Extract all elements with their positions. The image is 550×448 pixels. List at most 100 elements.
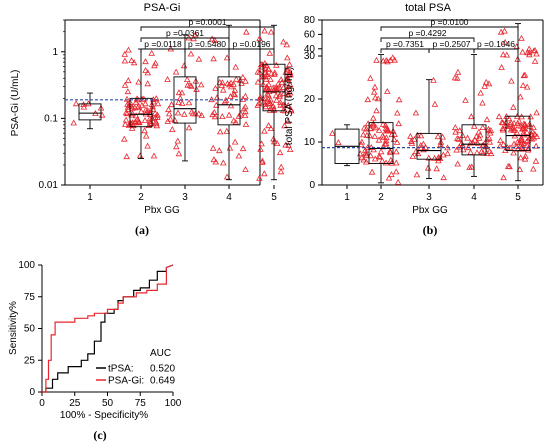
data-point [386,147,394,154]
data-point [430,76,437,83]
panel-a-title: PSA-Gi [144,2,181,14]
data-point [136,118,143,125]
data-point [135,102,142,109]
data-point [280,89,288,96]
data-point [198,111,205,118]
data-point [181,110,188,117]
data-point [360,131,367,138]
data-point [128,57,135,63]
data-point [393,138,401,145]
data-point [175,89,183,96]
panel-a-xtick-label: 1 [87,192,93,203]
data-point [284,54,291,61]
data-point [454,68,462,75]
data-point [256,174,263,181]
legend-series-name: tPSA: [108,364,134,375]
data-point [452,124,459,130]
data-point [122,116,130,123]
panel-a-tag: (a) [135,223,149,237]
data-point [382,121,389,128]
data-point [467,139,474,146]
data-point [216,128,224,135]
data-point [459,132,466,139]
data-point [235,152,243,159]
data-point [390,136,398,142]
data-point [420,140,427,147]
data-point [510,103,517,110]
data-point [257,145,264,152]
data-point [239,95,247,102]
data-point [471,136,479,143]
data-point [412,109,420,116]
data-point [367,74,374,81]
data-point [407,132,414,139]
data-point [138,101,146,108]
data-point [358,154,366,161]
data-point [149,103,156,110]
box-iqr [262,63,286,112]
data-point [479,99,486,106]
data-point [195,55,203,62]
data-point [219,113,226,119]
data-point [514,138,521,145]
data-point [254,78,262,85]
data-point [227,102,235,109]
data-point [370,122,377,129]
data-point [230,90,238,97]
data-point [370,88,378,95]
data-point [455,143,463,150]
panel-c-ytick-label: 50 [24,324,36,335]
data-point [510,149,517,156]
data-point [284,76,292,82]
data-point [517,93,524,100]
data-point [523,129,531,135]
data-point [195,110,203,117]
data-point [431,154,438,161]
data-point [287,106,295,113]
data-point [165,106,172,112]
data-point [383,57,390,63]
data-point [266,49,274,56]
data-point [146,115,154,122]
data-point [173,143,180,150]
data-point [522,152,529,159]
comparison-bracket [380,26,519,31]
data-point [230,117,237,124]
roc-line-tpsa [42,264,174,393]
data-point [239,145,247,152]
data-point [212,84,219,91]
data-point [124,88,132,95]
data-point [216,147,223,154]
data-point [440,151,447,158]
box-iqr [368,122,394,164]
data-point [424,164,432,171]
panel-a-xtick-label: 2 [138,192,144,203]
data-point [223,173,231,180]
box-iqr [505,115,531,152]
data-point [185,99,193,106]
data-point [276,93,283,100]
data-point [267,76,274,82]
data-point [168,101,175,108]
data-point [286,81,294,88]
data-point [504,162,512,169]
data-point [329,129,336,136]
data-point [164,75,171,82]
panel-c-xtick-label: 75 [135,398,147,409]
data-point [211,36,218,43]
data-point [409,152,417,159]
panel-a-ytick-label: 1 [52,47,58,58]
panel-b-xtick-label: 5 [515,192,521,203]
data-point [363,131,371,138]
data-point [219,86,227,93]
data-point [232,63,239,70]
panel-a-xtick-label: 3 [182,192,188,203]
data-point [142,110,150,117]
data-point [380,133,387,140]
data-point [242,92,249,99]
data-point [142,132,150,139]
